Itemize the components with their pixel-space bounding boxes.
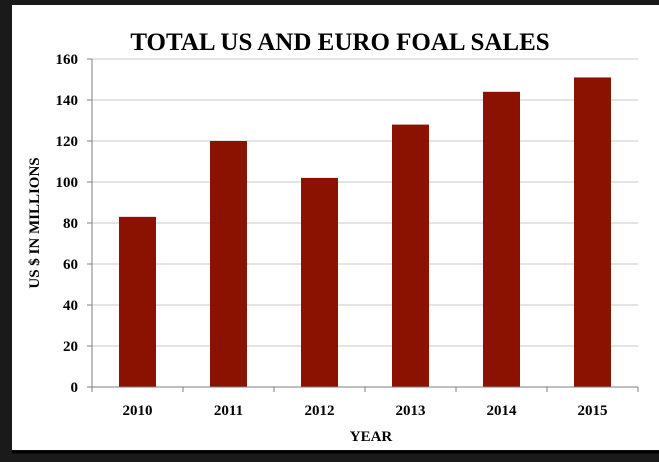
y-tick-label: 0 bbox=[71, 380, 79, 396]
bar-2015 bbox=[574, 77, 611, 387]
y-tick-label: 140 bbox=[56, 93, 79, 109]
y-tick-label: 40 bbox=[63, 298, 78, 314]
x-axis-ticks: 2010 2011 2012 2013 2014 2015 bbox=[91, 387, 639, 419]
y-axis-title: US $ IN MILLIONS bbox=[27, 157, 43, 288]
chart-title: TOTAL US AND EURO FOAL SALES bbox=[130, 29, 549, 56]
bar-2012 bbox=[301, 177, 338, 387]
x-tick-label: 2012 bbox=[305, 403, 335, 419]
bar-2010 bbox=[119, 216, 156, 387]
bar-2013 bbox=[392, 124, 429, 387]
x-tick-label: 2014 bbox=[487, 403, 518, 419]
y-tick-label: 160 bbox=[56, 52, 79, 68]
x-tick-label: 2015 bbox=[578, 403, 608, 419]
gridlines bbox=[92, 58, 638, 347]
y-tick-label: 60 bbox=[63, 257, 78, 273]
y-axis-ticks: 0 20 40 60 80 100 120 140 160 bbox=[56, 52, 92, 396]
bars bbox=[119, 77, 611, 388]
x-tick-label: 2013 bbox=[396, 403, 426, 419]
x-tick-label: 2010 bbox=[123, 403, 153, 419]
y-tick-label: 80 bbox=[63, 216, 78, 232]
y-tick-label: 120 bbox=[56, 134, 79, 150]
bar-2014 bbox=[483, 91, 520, 388]
bar-2011 bbox=[210, 141, 247, 387]
y-tick-label: 100 bbox=[56, 175, 79, 191]
x-tick-label: 2011 bbox=[214, 403, 243, 419]
y-tick-label: 20 bbox=[63, 339, 78, 355]
x-axis-title: YEAR bbox=[350, 429, 393, 445]
